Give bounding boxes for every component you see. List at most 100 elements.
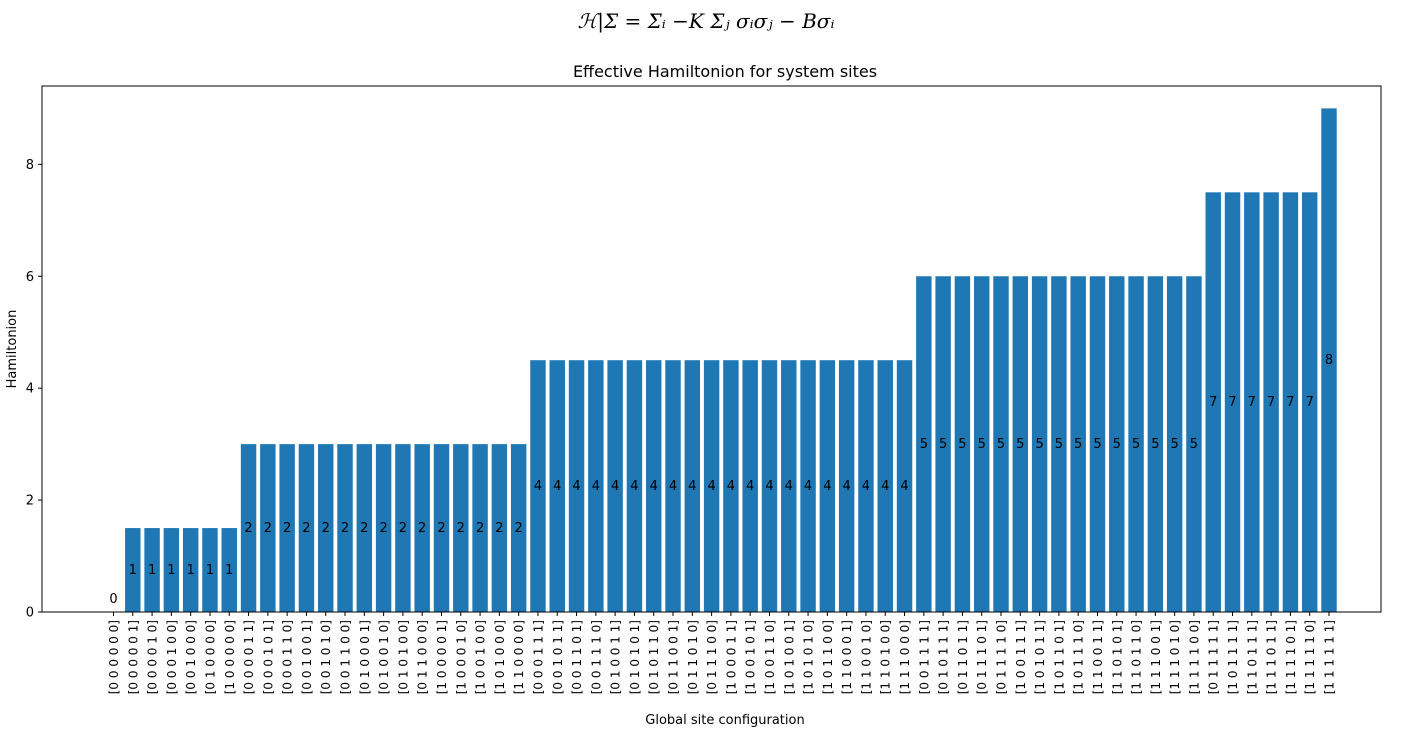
bar-label: 4 xyxy=(746,479,754,494)
bar xyxy=(1244,192,1260,612)
bar-label: 8 xyxy=(1325,353,1333,368)
bar xyxy=(375,444,392,612)
x-tick-label: [0 0 0 0 1 1] xyxy=(242,620,256,694)
x-tick-label: [1 0 1 0 1 1] xyxy=(1033,620,1047,694)
x-tick-label: [1 1 0 1 1 1] xyxy=(1245,620,1259,694)
bar-label: 5 xyxy=(978,437,986,452)
bar-label: 4 xyxy=(707,479,715,494)
x-tick-label: [0 0 1 1 1 1] xyxy=(917,620,931,694)
y-tick-label: 2 xyxy=(26,494,34,509)
x-tick-label: [1 0 0 0 1 1] xyxy=(724,620,738,694)
y-tick-label: 8 xyxy=(26,158,34,173)
bar xyxy=(800,360,816,612)
bar-label: 1 xyxy=(148,563,156,578)
x-tick-label: [0 1 1 0 0 1] xyxy=(667,620,681,694)
x-tick-label: [1 1 0 0 1 1] xyxy=(1091,620,1105,694)
bar xyxy=(1012,276,1029,612)
x-tick-label: [1 0 1 0 0 0] xyxy=(493,620,507,694)
x-tick-label: [0 0 1 0 1 0] xyxy=(319,620,333,694)
bar xyxy=(588,360,604,612)
x-tick-label: [1 0 1 0 1 0] xyxy=(802,620,816,694)
x-tick-label: [1 0 0 1 0 0] xyxy=(474,620,488,694)
x-tick-label: [0 0 1 1 1 0] xyxy=(589,620,603,694)
x-axis: [0 0 0 0 0 0] [0 0 0 0 0 1] [0 0 0 0 1 0] [… xyxy=(107,612,1337,694)
bar-label: 4 xyxy=(630,479,638,494)
x-tick-label: [0 0 0 1 1 0] xyxy=(281,620,295,694)
bar xyxy=(433,444,450,612)
bar xyxy=(125,528,141,612)
bar xyxy=(723,360,739,612)
bar xyxy=(742,360,758,612)
x-tick-label: [0 0 0 1 0 1] xyxy=(261,620,275,694)
bar xyxy=(916,276,932,612)
bar xyxy=(626,360,643,612)
bar-label: 7 xyxy=(1286,395,1294,410)
bar-label: 4 xyxy=(727,479,735,494)
bar xyxy=(1186,276,1202,612)
bar xyxy=(1147,276,1164,612)
x-tick-label: [1 0 0 0 0 0] xyxy=(223,620,237,694)
x-tick-label: [0 0 1 0 1 1] xyxy=(551,620,565,694)
x-tick-label: [0 0 0 0 1 0] xyxy=(146,620,160,694)
bar xyxy=(414,444,430,612)
x-tick-label: [1 1 1 0 1 0] xyxy=(1168,620,1182,694)
bar-label: 4 xyxy=(592,479,600,494)
x-tick-label: [0 0 0 1 0 0] xyxy=(165,620,179,694)
bar xyxy=(298,444,315,612)
bar-label: 4 xyxy=(572,479,580,494)
bars-group xyxy=(125,108,1337,612)
bar-label: 4 xyxy=(534,479,542,494)
bar-label: 5 xyxy=(1016,437,1024,452)
bar-label: 4 xyxy=(785,479,793,494)
x-tick-label: [1 1 0 0 1 0] xyxy=(859,620,873,694)
bar xyxy=(781,360,797,612)
bar-label: 2 xyxy=(244,521,252,536)
bar-label: 2 xyxy=(341,521,349,536)
x-tick-label: [1 0 0 1 0 1] xyxy=(744,620,758,694)
x-tick-label: [0 0 0 0 0 0] xyxy=(107,620,121,694)
bar xyxy=(1224,192,1241,612)
bar-label: 1 xyxy=(167,563,175,578)
bar xyxy=(318,444,334,612)
bar-label: 2 xyxy=(457,521,465,536)
bar xyxy=(221,528,237,612)
bar-label: 7 xyxy=(1228,395,1236,410)
bar xyxy=(356,444,373,612)
bar xyxy=(491,444,508,612)
bar xyxy=(1321,108,1337,612)
x-tick-label: [0 1 0 0 0 1] xyxy=(358,620,372,694)
bar-label: 4 xyxy=(862,479,870,494)
bar xyxy=(1128,276,1144,612)
bar-label: 5 xyxy=(1132,437,1140,452)
bar-label: 4 xyxy=(669,479,677,494)
bar-label: 2 xyxy=(515,521,523,536)
x-tick-label: [1 0 0 1 1 1] xyxy=(1014,620,1028,694)
x-tick-label: [0 1 0 0 0 0] xyxy=(203,620,217,694)
bar-label: 4 xyxy=(650,479,658,494)
bar xyxy=(510,444,527,612)
x-tick-label: [1 0 1 0 0 1] xyxy=(782,620,796,694)
bar-label: 7 xyxy=(1306,395,1314,410)
bar xyxy=(549,360,565,612)
bar xyxy=(182,528,199,612)
bar xyxy=(858,360,874,612)
bar-label: 2 xyxy=(495,521,503,536)
bar-label: 1 xyxy=(187,563,195,578)
bar xyxy=(472,444,488,612)
y-tick-label: 0 xyxy=(26,606,34,621)
x-tick-label: [0 1 1 0 1 1] xyxy=(956,620,970,694)
bar xyxy=(954,276,971,612)
bar xyxy=(530,360,546,612)
x-tick-label: [1 1 0 0 0 1] xyxy=(840,620,854,694)
bar-label: 4 xyxy=(900,479,908,494)
bar-label: 7 xyxy=(1267,395,1275,410)
bar-label: 2 xyxy=(360,521,368,536)
bar xyxy=(973,276,990,612)
x-tick-label: [1 1 1 0 0 0] xyxy=(898,620,912,694)
x-tick-label: [0 1 0 1 0 0] xyxy=(396,620,410,694)
bar-label: 4 xyxy=(823,479,831,494)
x-tick-label: [1 0 1 1 1 0] xyxy=(1072,620,1086,694)
bar xyxy=(684,360,701,612)
bar xyxy=(646,360,662,612)
bar xyxy=(1070,276,1086,612)
